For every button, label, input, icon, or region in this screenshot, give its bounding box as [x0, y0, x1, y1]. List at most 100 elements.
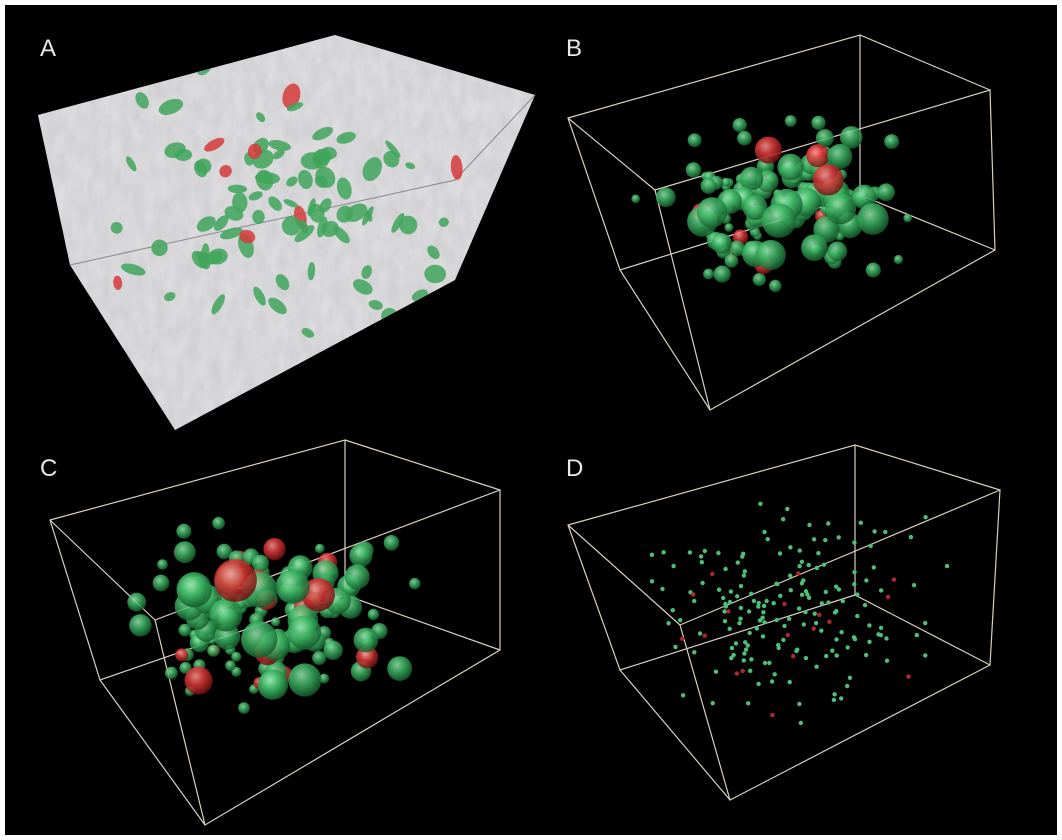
green-point: [945, 564, 949, 568]
green-point: [835, 653, 839, 657]
green-sphere: [129, 614, 151, 636]
red-point: [786, 633, 790, 637]
green-sphere: [387, 656, 412, 681]
green-point: [762, 620, 766, 624]
green-sphere: [697, 197, 727, 227]
green-point: [650, 579, 654, 583]
green-point: [804, 656, 808, 660]
green-point: [729, 589, 733, 593]
green-point: [700, 560, 704, 564]
green-point: [734, 641, 738, 645]
green-point: [848, 676, 852, 680]
green-point: [660, 587, 664, 591]
green-point: [822, 563, 826, 567]
green-sphere: [174, 541, 196, 563]
green-sphere: [857, 203, 889, 235]
green-sphere: [656, 188, 676, 208]
green-sphere: [271, 617, 280, 626]
green-point: [692, 650, 696, 654]
green-point: [869, 544, 873, 548]
green-point: [834, 585, 838, 589]
green-point: [723, 619, 727, 623]
green-point: [728, 627, 732, 631]
green-sphere: [811, 116, 825, 130]
green-point: [673, 645, 677, 649]
green-point: [692, 599, 696, 603]
green-point: [738, 617, 742, 621]
green-sphere: [345, 564, 370, 589]
green-point: [879, 633, 883, 637]
green-point: [800, 560, 804, 564]
green-point: [923, 515, 927, 519]
green-point: [852, 570, 856, 574]
green-point: [729, 656, 733, 660]
green-sphere: [714, 266, 731, 283]
panel-label: D: [566, 455, 583, 482]
green-sphere: [153, 575, 170, 592]
red-point: [726, 609, 730, 613]
green-sphere: [769, 280, 781, 292]
green-point: [703, 549, 707, 553]
green-point: [711, 701, 715, 705]
green-point: [872, 529, 876, 533]
green-point: [839, 696, 843, 700]
green-point: [748, 631, 752, 635]
green-sphere: [825, 193, 856, 224]
green-point: [859, 521, 863, 525]
green-point: [752, 599, 756, 603]
green-point: [803, 610, 807, 614]
green-point: [736, 560, 740, 564]
green-point: [756, 604, 760, 608]
green-point: [814, 665, 818, 669]
green-point: [678, 618, 682, 622]
green-point: [785, 507, 789, 511]
green-point: [837, 535, 841, 539]
red-point: [741, 669, 745, 673]
green-point: [797, 702, 801, 706]
green-point: [781, 517, 785, 521]
panel-label: C: [40, 455, 57, 482]
red-point: [796, 571, 800, 575]
green-sphere: [368, 609, 379, 620]
red-sphere: [755, 137, 782, 164]
green-sphere: [207, 645, 219, 657]
green-sphere: [688, 133, 702, 147]
green-point: [852, 540, 856, 544]
green-point: [863, 603, 867, 607]
green-point: [909, 535, 913, 539]
green-sphere: [225, 660, 236, 671]
green-point: [747, 609, 751, 613]
red-point: [703, 634, 707, 638]
green-sphere: [762, 203, 796, 237]
green-sphere: [884, 134, 899, 149]
green-point: [799, 721, 803, 725]
green-point: [749, 592, 753, 596]
green-sphere: [384, 535, 400, 551]
green-sphere: [866, 263, 881, 278]
green-point: [789, 588, 793, 592]
red-point: [812, 626, 816, 630]
green-point: [681, 693, 685, 697]
green-point: [743, 569, 747, 573]
red-point: [680, 637, 684, 641]
green-point: [824, 590, 828, 594]
green-point: [819, 629, 823, 633]
green-point: [772, 601, 776, 605]
green-point: [698, 631, 702, 635]
green-point: [723, 567, 727, 571]
green-point: [742, 658, 746, 662]
panel-label: A: [40, 35, 56, 62]
green-sphere: [725, 254, 739, 268]
green-sphere: [238, 702, 250, 714]
green-point: [798, 548, 802, 552]
green-sphere: [801, 234, 828, 261]
green-point: [879, 588, 883, 592]
green-point: [788, 545, 792, 549]
green-point: [830, 649, 834, 653]
green-point: [795, 648, 799, 652]
green-point: [760, 616, 764, 620]
green-point: [699, 554, 703, 558]
green-point: [804, 589, 808, 593]
red-point: [791, 654, 795, 658]
green-sphere: [703, 269, 714, 280]
